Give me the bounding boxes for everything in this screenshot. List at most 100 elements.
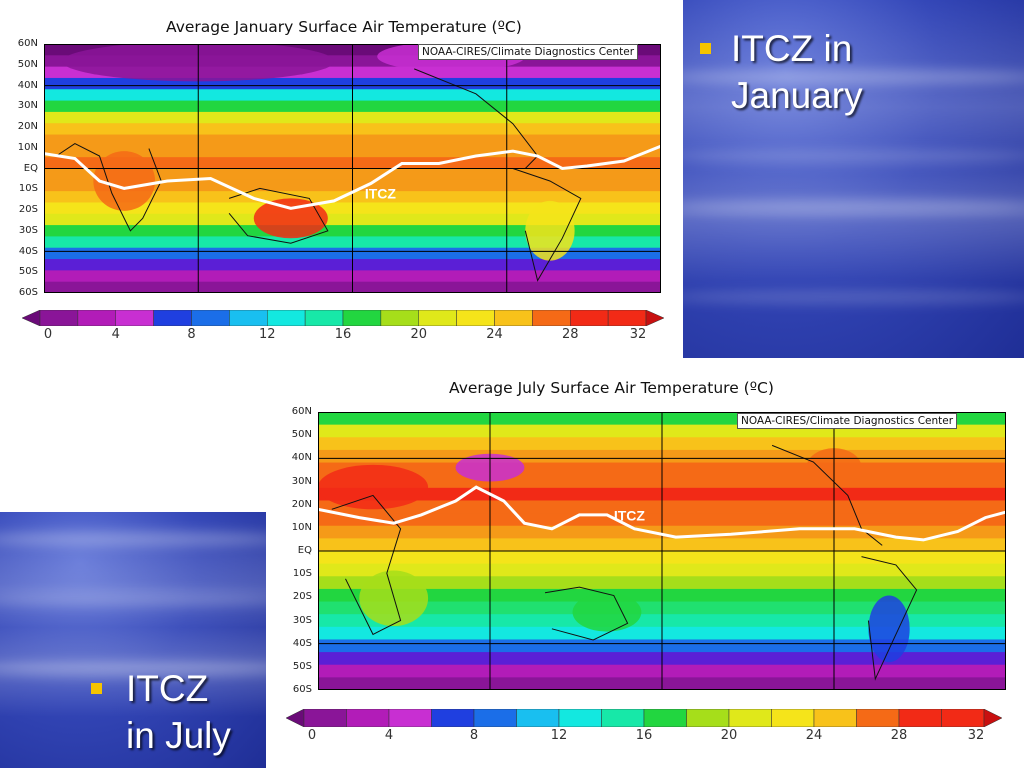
- colorbar-segment: [532, 310, 571, 326]
- colorbar-segment: [601, 709, 645, 727]
- latitude-label: 10N: [17, 141, 38, 153]
- colorbar-segment: [813, 709, 857, 727]
- latitude-label: 30N: [291, 475, 312, 487]
- colorbar-label: 0: [43, 327, 53, 342]
- colorbar-segment: [380, 310, 419, 326]
- latitude-label: 40S: [18, 245, 38, 257]
- latitude-label: 60N: [291, 406, 312, 417]
- colorbar-label: 24: [805, 728, 823, 743]
- july-bullet-line-1: ITCZ: [126, 668, 209, 709]
- colorbar-label: 8: [187, 327, 196, 342]
- bullet-icon: [700, 43, 711, 54]
- colorbar-segment: [570, 310, 609, 326]
- latitude-label: 20S: [18, 204, 38, 215]
- colorbar-segment: [346, 709, 390, 727]
- latitude-label: 20S: [292, 591, 312, 603]
- latitude-label: 50N: [291, 429, 312, 441]
- coastline: [861, 556, 918, 681]
- latitude-label: 60S: [292, 684, 312, 695]
- colorbar-segment: [267, 310, 306, 326]
- colorbar-arrow-right: [645, 310, 664, 326]
- colorbar-label: 4: [384, 728, 394, 743]
- colorbar-arrow-left: [286, 709, 305, 727]
- latitude-label: 40N: [17, 79, 38, 91]
- land-region: [868, 595, 910, 663]
- colorbar-label: 16: [334, 327, 352, 342]
- colorbar-segment: [728, 709, 772, 727]
- colorbar-label: 32: [629, 327, 647, 342]
- map-border: [44, 44, 661, 293]
- colorbar-segment: [229, 310, 268, 326]
- colorbar-arrow-right: [983, 709, 1002, 727]
- january-bullet-line-1: ITCZ in: [731, 28, 853, 69]
- blue-panel-top: ITCZ in January: [683, 0, 1024, 358]
- colorbar-segment: [898, 709, 942, 727]
- latitude-label: 60N: [17, 38, 38, 49]
- january-temperature-map: ITCZ: [44, 44, 661, 293]
- itcz-label: ITCZ: [614, 507, 646, 523]
- latitude-label: 20N: [17, 121, 38, 132]
- coastline: [512, 168, 582, 282]
- coastline: [544, 586, 629, 641]
- colorbar-segment: [856, 709, 900, 727]
- colorbar-label: 20: [410, 327, 428, 342]
- colorbar-segment: [473, 709, 517, 727]
- latitude-label: 30S: [18, 224, 38, 236]
- latitude-label: 10S: [292, 568, 312, 580]
- latitude-label: 10N: [291, 521, 312, 533]
- july-temperature-map: ITCZ: [318, 412, 1006, 690]
- colorbar-segment: [303, 709, 347, 727]
- coastline: [56, 143, 162, 232]
- latitude-label: 40N: [291, 452, 312, 464]
- coastline: [331, 494, 402, 636]
- colorbar-segment: [39, 310, 79, 326]
- map-border: [318, 412, 1006, 690]
- colorbar-segment: [607, 310, 647, 326]
- colorbar-segment: [77, 310, 116, 326]
- colorbar-segment: [643, 709, 687, 727]
- itcz-line: [44, 144, 661, 210]
- colorbar-label: 12: [550, 728, 568, 743]
- colorbar-label: 0: [307, 728, 317, 743]
- colorbar-segment: [304, 310, 344, 326]
- land-region: [253, 198, 328, 239]
- land-region: [525, 200, 575, 261]
- latitude-label: 60S: [18, 287, 38, 298]
- colorbar-segment: [418, 310, 457, 326]
- latitude-label: 50S: [18, 266, 38, 278]
- colorbar-segment: [558, 709, 602, 727]
- colorbar-segment: [431, 709, 475, 727]
- colorbar-segment: [686, 709, 730, 727]
- colorbar-segment: [342, 310, 382, 326]
- january-map-title: Average January Surface Air Temperature …: [166, 18, 522, 36]
- latitude-label: 10S: [18, 183, 38, 195]
- land-region: [572, 592, 642, 632]
- january-colorbar: [22, 310, 664, 326]
- itcz-line: [318, 485, 1006, 542]
- colorbar-segment: [771, 709, 815, 727]
- colorbar-label: 20: [720, 728, 738, 743]
- land-region: [318, 464, 429, 510]
- january-bullet-line-2: January: [731, 75, 863, 116]
- latitude-label: EQ: [23, 162, 38, 174]
- colorbar-label: 16: [635, 728, 653, 743]
- colorbar-label: 8: [469, 728, 479, 743]
- itcz-label: ITCZ: [365, 185, 397, 201]
- colorbar-arrow-left: [22, 310, 41, 326]
- coastline: [228, 187, 329, 244]
- latitude-label: EQ: [297, 545, 312, 556]
- colorbar-segment: [388, 709, 432, 727]
- colorbar-label: 32: [967, 728, 985, 743]
- colorbar-label: 12: [258, 327, 276, 342]
- colorbar-segment: [516, 709, 560, 727]
- july-bullet-line-2: in July: [126, 715, 231, 756]
- latitude-label: 20N: [291, 498, 312, 510]
- colorbar-segment: [191, 310, 230, 326]
- colorbar-segment: [494, 310, 533, 326]
- colorbar-label: 28: [890, 728, 908, 743]
- bullet-icon: [91, 683, 102, 694]
- land-region: [93, 151, 156, 211]
- coastline: [771, 444, 883, 546]
- latitude-label: 50N: [17, 58, 38, 70]
- latitude-label: 30N: [17, 100, 38, 112]
